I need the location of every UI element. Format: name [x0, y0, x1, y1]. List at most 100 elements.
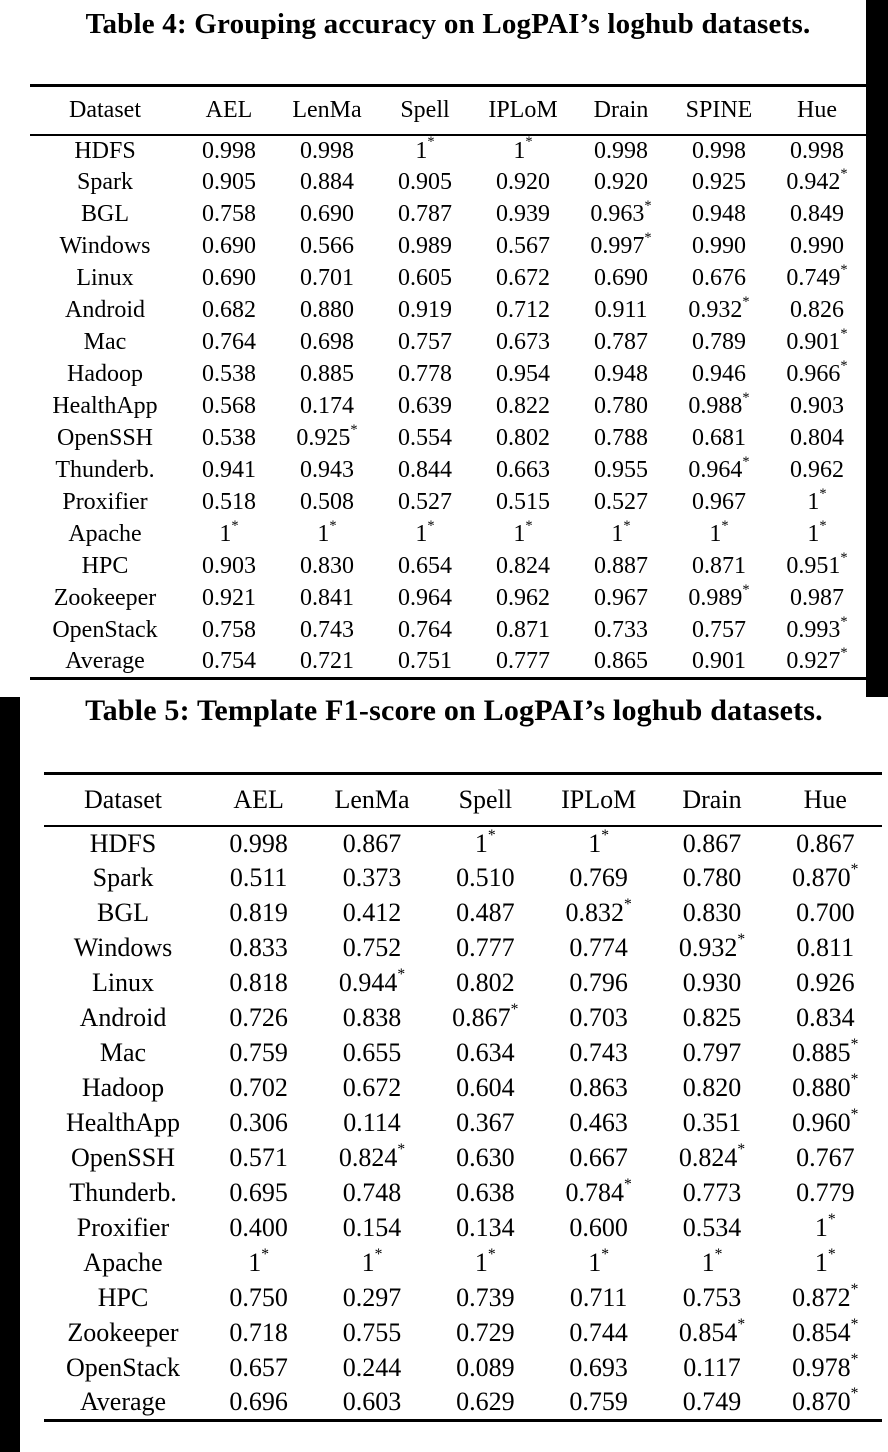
value-cell: 0.826: [790, 297, 844, 323]
dataset-name-cell: Thunderb.: [69, 1178, 177, 1207]
value-cell: 0.787: [398, 201, 452, 227]
best-result-star-marker: *: [850, 1385, 859, 1403]
table-row-hdfs: HDFS 0.998 0.867 1* 1* 0.867 0.867: [44, 826, 882, 861]
value-cell: 0.822: [496, 393, 550, 419]
value-cell: 0.990: [790, 233, 844, 259]
best-result-star-marker: *: [624, 896, 632, 914]
value-cell: 0.667: [569, 1143, 628, 1172]
value-cell: 0.753: [682, 1283, 742, 1312]
column-header-spine: SPINE: [685, 96, 753, 123]
table-row-thunderb-: Thunderb. 0.941 0.943 0.844 0.663 0.955 0.964*…: [30, 455, 866, 487]
value-cell: 1*: [415, 134, 435, 164]
value-cell: 0.510: [456, 863, 515, 892]
table-row-apache: Apache 1* 1* 1* 1* 1* 1* 1*: [30, 519, 866, 551]
value-cell: 0.757: [692, 617, 746, 643]
dataset-name-cell: BGL: [97, 898, 149, 927]
best-result-star-marker: *: [525, 134, 533, 151]
value-cell: 0.964: [398, 585, 452, 611]
value-cell: 1*: [814, 1246, 836, 1277]
value-cell: 0.887: [594, 553, 648, 579]
best-result-star-marker: *: [742, 389, 750, 406]
value-cell: 0.351: [682, 1108, 742, 1137]
value-cell: 0.901: [692, 648, 746, 675]
value-cell: 0.967: [692, 489, 746, 515]
dataset-name-cell: Windows: [59, 233, 151, 259]
dataset-name-cell: Apache: [83, 1248, 163, 1277]
table-row-mac: Mac 0.759 0.655 0.634 0.743 0.797 0.885*: [44, 1036, 882, 1071]
value-cell: 0.463: [569, 1108, 628, 1137]
value-cell: 0.880: [300, 297, 354, 323]
table4-grouping-accuracy: Dataset AEL LenMa Spell IPLoM Drain SPINE Hue H…: [30, 84, 866, 680]
dataset-name-cell: OpenStack: [52, 617, 158, 643]
table-row-openssh: OpenSSH 0.571 0.824* 0.630 0.667 0.824* 0.767: [44, 1141, 882, 1176]
table-row-openstack: OpenStack 0.758 0.743 0.764 0.871 0.733 0.757 0…: [30, 615, 866, 647]
table-row-openssh: OpenSSH 0.538 0.925* 0.554 0.802 0.788 0.681 0.…: [30, 423, 866, 455]
value-cell: 0.681: [692, 425, 746, 451]
dataset-name-cell: Zookeeper: [67, 1318, 179, 1347]
value-cell: 0.872*: [792, 1281, 859, 1312]
value-cell: 0.825: [682, 1003, 742, 1032]
value-cell: 0.903: [790, 393, 844, 419]
value-cell: 0.838: [342, 1003, 402, 1032]
value-cell: 0.639: [398, 393, 452, 419]
value-cell: 1*: [248, 1246, 270, 1277]
value-cell: 0.997*: [590, 229, 652, 259]
dataset-name-cell: Thunderb.: [55, 457, 155, 483]
value-cell: 0.993*: [786, 613, 848, 643]
value-cell: 0.749: [682, 1387, 742, 1417]
value-cell: 0.690: [300, 201, 354, 227]
value-cell: 0.948: [692, 201, 746, 227]
best-result-star-marker: *: [427, 517, 435, 534]
value-cell: 0.818: [229, 968, 288, 997]
dataset-name-cell: Average: [65, 648, 145, 675]
value-cell: 0.764: [202, 329, 256, 355]
value-cell: 0.518: [202, 489, 256, 515]
value-cell: 0.600: [569, 1213, 628, 1242]
value-cell: 0.743: [569, 1038, 628, 1067]
value-cell: 0.702: [229, 1073, 288, 1102]
table-row-hdfs: HDFS 0.998 0.998 1* 1* 0.998 0.998 0.998: [30, 135, 866, 167]
best-result-star-marker: *: [850, 861, 859, 879]
table-row-hadoop: Hadoop 0.538 0.885 0.778 0.954 0.948 0.946 0.96…: [30, 359, 866, 391]
dataset-name-cell: Mac: [99, 1038, 147, 1067]
dataset-name-cell: Mac: [83, 329, 127, 355]
best-result-star-marker: *: [644, 229, 652, 246]
best-result-star-marker: *: [397, 1141, 406, 1159]
table-row-bgl: BGL 0.819 0.412 0.487 0.832* 0.830 0.700: [44, 896, 882, 931]
value-cell: 0.867: [342, 828, 402, 858]
value-cell: 0.487: [456, 898, 515, 927]
value-cell: 0.844: [398, 457, 452, 483]
value-cell: 0.400: [229, 1213, 288, 1242]
value-cell: 0.880*: [792, 1071, 859, 1102]
value-cell: 0.571: [229, 1143, 288, 1172]
value-cell: 0.676: [692, 265, 746, 291]
table5-template-f1-score: Dataset AEL LenMa Spell IPLoM Drain Hue HDFS 0.…: [44, 772, 882, 1422]
value-cell: 0.154: [342, 1213, 402, 1242]
best-result-star-marker: *: [840, 549, 848, 566]
value-cell: 0.998: [300, 137, 354, 164]
value-cell: 0.134: [456, 1213, 515, 1242]
dataset-name-cell: HPC: [97, 1283, 149, 1312]
value-cell: 0.830: [300, 553, 354, 579]
value-cell: 0.920: [496, 169, 550, 195]
value-cell: 0.998: [692, 137, 746, 164]
dataset-name-cell: Android: [65, 297, 145, 323]
column-header-drain: Drain: [682, 784, 742, 814]
value-cell: 0.998: [594, 137, 648, 164]
dataset-name-cell: BGL: [81, 201, 129, 227]
value-cell: 0.117: [683, 1353, 741, 1382]
table-row-bgl: BGL 0.758 0.690 0.787 0.939 0.963* 0.948 0.849: [30, 199, 866, 231]
value-cell: 0.744: [569, 1318, 628, 1347]
table-row-spark: Spark 0.905 0.884 0.905 0.920 0.920 0.925 0.942…: [30, 167, 866, 199]
value-cell: 0.655: [342, 1038, 402, 1067]
value-cell: 0.244: [342, 1353, 402, 1382]
best-result-star-marker: *: [714, 1246, 723, 1264]
table4-caption: Table 4: Grouping accuracy on LogPAI’s l…: [85, 8, 811, 40]
best-result-star-marker: *: [840, 261, 848, 278]
dataset-name-cell: Zookeeper: [53, 585, 157, 611]
best-result-star-marker: *: [487, 1246, 496, 1264]
value-cell: 0.941: [202, 457, 256, 483]
value-cell: 0.854*: [792, 1316, 859, 1347]
value-cell: 0.925: [692, 169, 746, 195]
